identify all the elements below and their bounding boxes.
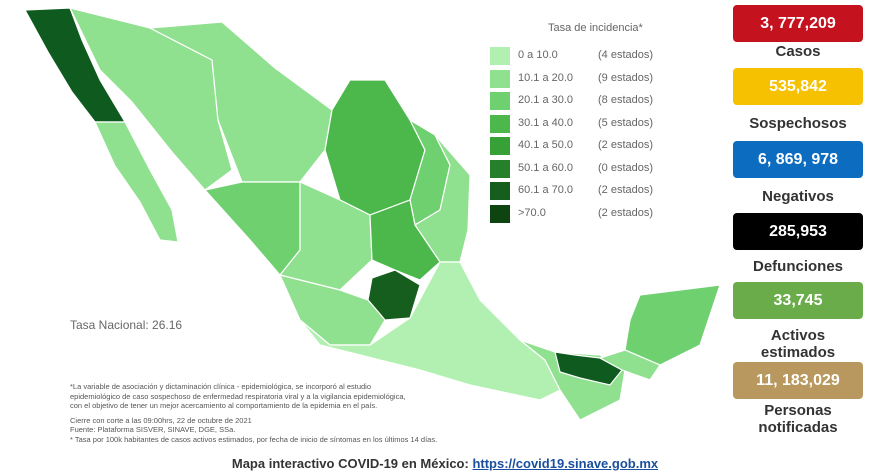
footnote: con el objetivo de tener un mejor acerca…: [70, 401, 378, 410]
legend-item: 30.1 a 40.0 (5 estados): [490, 114, 720, 133]
legend-range: 0 a 10.0: [518, 49, 558, 61]
legend-count: (4 estados): [598, 49, 654, 61]
region: [554, 351, 623, 386]
stat-label: Activos estimados: [760, 327, 836, 361]
stat-label: Sospechosos: [749, 115, 847, 132]
legend-item: 50.1 a 60.0 (0 estados): [490, 159, 720, 178]
legend-item: 40.1 a 50.0 (2 estados): [490, 137, 720, 155]
legend-range: >70.0: [518, 206, 546, 219]
footer: Mapa interactivo COVID-19 en México: htt…: [0, 456, 890, 471]
legend-item: 20.1 a 30.0 (8 estados): [490, 92, 720, 110]
legend-range: 10.1 a 20.0: [518, 71, 574, 84]
legend-count: (2 estados): [598, 206, 654, 219]
legend-count: (0 estados): [598, 161, 654, 174]
region: [147, 21, 333, 183]
footnotes: *La variable de asociación y dictaminaci…: [70, 382, 437, 444]
region: [369, 199, 441, 281]
map: [24, 7, 721, 421]
region: [624, 284, 721, 366]
legend-count: (2 estados): [598, 139, 654, 151]
region: [324, 79, 426, 216]
legend-swatch: [490, 204, 510, 223]
legend-swatch: [490, 137, 510, 155]
footnote: Fuente: Plataforma SISVER, SINAVE, DGE, …: [70, 425, 236, 434]
stat-label: Negativos: [762, 188, 834, 205]
legend-item: 0 a 10.0 (4 estados): [490, 47, 720, 65]
footnote: Cierre con corte a las 09:00hrs, 22 de o…: [70, 415, 252, 425]
legend-item: 10.1 a 20.0 (9 estados): [490, 69, 720, 88]
national-rate: Tasa Nacional: 26.16: [70, 318, 183, 332]
stat-value: 3, 777,209: [733, 5, 863, 42]
legend-swatch: [490, 47, 510, 65]
legend-title: Tasa de incidencia*: [548, 22, 643, 34]
stat-label: Defunciones: [752, 258, 843, 275]
legend-swatch: [490, 182, 510, 200]
legend-range: 60.1 a 70.0: [518, 184, 574, 196]
region: [598, 349, 661, 381]
legend-swatch: [490, 114, 510, 133]
region: [94, 121, 179, 243]
footer-link[interactable]: https://covid19.sinave.gob.mx: [472, 456, 659, 471]
legend-item: 60.1 a 70.0 (2 estados): [490, 182, 720, 200]
stat-value: 33,745: [733, 282, 863, 319]
footer-text: Mapa interactivo COVID-19 en México:: [231, 456, 469, 471]
legend-range: 40.1 a 50.0: [518, 139, 574, 151]
legend-range: 30.1 a 40.0: [518, 116, 574, 129]
legend-swatch: [490, 69, 510, 88]
region: [203, 181, 301, 276]
footnote: *La variable de asociación y dictaminaci…: [70, 382, 371, 391]
footnote: epidemiológico de caso sospechoso de enf…: [70, 391, 406, 401]
legend-count: (8 estados): [598, 94, 654, 106]
stat-value: 11, 183,029: [733, 362, 863, 399]
stat-value: 285,953: [733, 213, 863, 250]
stat-value: 6, 869, 978: [733, 141, 863, 178]
legend-item: >70.0 (2 estados): [490, 204, 720, 223]
legend-count: (2 estados): [598, 184, 654, 196]
stat-label: Casos: [775, 43, 821, 60]
legend-range: 50.1 a 60.0: [518, 161, 574, 174]
legend-range: 20.1 a 30.0: [518, 94, 574, 106]
stat-value: 535,842: [733, 68, 863, 105]
legend-swatch: [490, 92, 510, 110]
legend-count: (9 estados): [598, 71, 654, 84]
stat-label: Personas notificadas: [758, 402, 838, 436]
legend-count: (5 estados): [598, 116, 654, 129]
legend-swatch: [490, 159, 510, 178]
footnote: * Tasa por 100k habitantes de casos acti…: [70, 434, 438, 444]
